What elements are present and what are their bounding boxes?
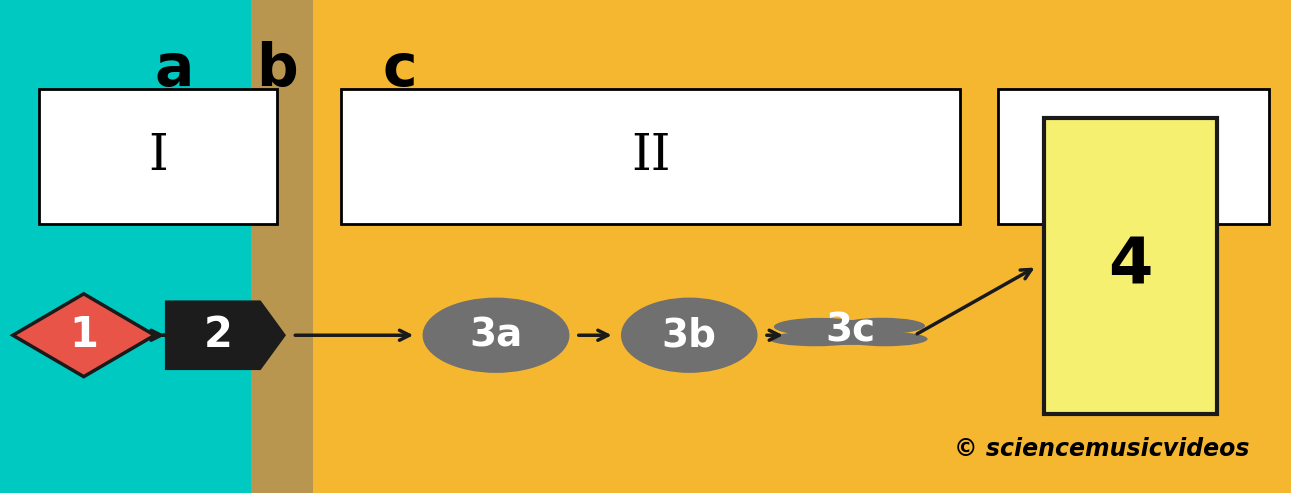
Text: 3c: 3c: [825, 311, 875, 350]
Text: III: III: [1104, 132, 1163, 181]
Text: c: c: [382, 40, 417, 98]
Bar: [341, 89, 959, 224]
Text: b: b: [256, 40, 298, 98]
Ellipse shape: [840, 318, 926, 334]
Bar: [312, 0, 1288, 493]
Text: © sciencemusicvideos: © sciencemusicvideos: [954, 437, 1250, 460]
Ellipse shape: [843, 332, 928, 346]
Text: a: a: [154, 40, 194, 98]
Ellipse shape: [799, 325, 901, 345]
Text: 4: 4: [1108, 235, 1153, 297]
Text: 3b: 3b: [662, 316, 717, 354]
Polygon shape: [13, 294, 155, 377]
Text: II: II: [631, 132, 670, 181]
Ellipse shape: [422, 298, 569, 373]
Bar: [39, 89, 278, 224]
Ellipse shape: [768, 332, 862, 346]
Bar: [1043, 118, 1217, 414]
Text: I: I: [148, 132, 168, 181]
Ellipse shape: [773, 318, 868, 336]
Bar: [252, 0, 312, 493]
Polygon shape: [165, 300, 287, 370]
Text: 1: 1: [70, 314, 98, 356]
Bar: [0, 0, 252, 493]
Text: 3a: 3a: [470, 316, 523, 354]
Bar: [998, 89, 1269, 224]
Ellipse shape: [621, 298, 758, 373]
Text: 2: 2: [204, 314, 232, 356]
